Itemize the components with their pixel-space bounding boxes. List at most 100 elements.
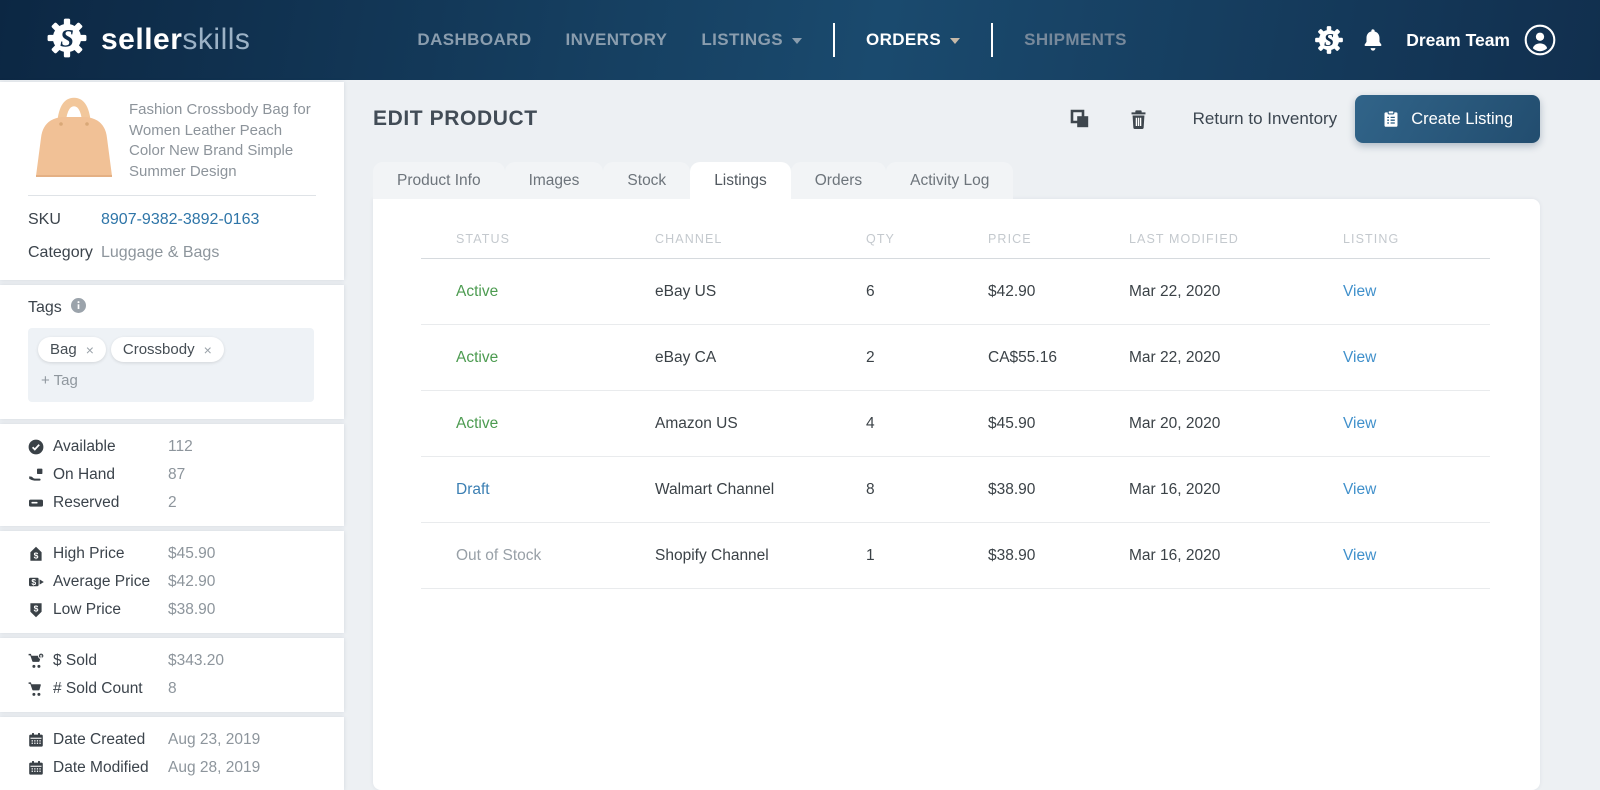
product-sidebar: Fashion Crossbody Bag for Women Leather …	[0, 80, 344, 790]
listings-table-header: STATUS CHANNEL QTY PRICE LAST MODIFIED L…	[421, 199, 1490, 259]
svg-text:S: S	[60, 25, 74, 52]
channel-cell: Amazon US	[655, 414, 738, 432]
listing-row: Draft Walmart Channel 8 $38.90 Mar 16, 2…	[421, 457, 1490, 523]
duplicate-product-button[interactable]	[1069, 108, 1091, 130]
view-listing-link[interactable]: View	[1343, 546, 1377, 564]
view-listing-link[interactable]: View	[1343, 480, 1377, 498]
hand-box-icon	[29, 468, 43, 481]
stat-row-dollars-sold: $ $ Sold $343.20	[28, 647, 316, 675]
stat-row-high-price: $ High Price $45.90	[28, 540, 316, 568]
tab-product-info[interactable]: Product Info	[373, 162, 505, 199]
listing-row: Out of Stock Shopify Channel 1 $38.90 Ma…	[421, 523, 1490, 589]
last-modified-cell: Mar 16, 2020	[1129, 480, 1221, 498]
tab-listings[interactable]: Listings	[690, 162, 791, 199]
svg-text:$: $	[40, 654, 43, 660]
tab-orders[interactable]: Orders	[790, 162, 887, 199]
divider	[28, 195, 316, 196]
tags-card: Tags Bag × Crossbody × + Tag	[0, 285, 344, 419]
last-modified-cell: Mar 22, 2020	[1129, 348, 1221, 366]
view-listing-link[interactable]: View	[1343, 282, 1377, 300]
svg-text:$: $	[34, 604, 39, 614]
stat-row-reserved: Reserved 2	[28, 489, 316, 517]
chevron-down-icon	[950, 38, 961, 44]
product-summary-card: Fashion Crossbody Bag for Women Leather …	[0, 82, 344, 280]
category-row: Category Luggage & Bags	[28, 229, 316, 262]
dates-card: Date Created Aug 23, 2019 Date Modified …	[0, 717, 344, 790]
price-cell: $38.90	[988, 480, 1036, 498]
pricing-stats-card: $ High Price $45.90 $ Average Price $42.…	[0, 531, 344, 633]
navbar-right-cluster: S Dream Team	[1314, 24, 1556, 56]
channel-cell: Shopify Channel	[655, 546, 769, 564]
price-cell: $42.90	[988, 282, 1036, 300]
column-header-price: PRICE	[988, 232, 1032, 246]
view-listing-link[interactable]: View	[1343, 414, 1377, 432]
price-average-icon: $	[29, 577, 44, 587]
top-navbar: S sellerskills DASHBOARD INVENTORY LISTI…	[0, 0, 1600, 80]
brand-logo[interactable]: S sellerskills	[46, 17, 250, 64]
tag-pill: Bag ×	[38, 337, 106, 362]
qty-cell: 6	[866, 282, 875, 300]
column-header-status: STATUS	[456, 232, 511, 246]
trash-icon	[1131, 109, 1146, 129]
remove-tag-icon[interactable]: ×	[203, 341, 212, 358]
tag-pill: Crossbody ×	[110, 337, 224, 362]
stat-row-date-created: Date Created Aug 23, 2019	[28, 726, 316, 754]
sku-value-link[interactable]: 8907-9382-3892-0163	[101, 211, 260, 228]
column-header-channel: CHANNEL	[655, 232, 723, 246]
last-modified-cell: Mar 20, 2020	[1129, 414, 1221, 432]
gear-dollar-icon[interactable]: S	[1314, 25, 1344, 55]
svg-text:$: $	[31, 577, 36, 587]
user-avatar[interactable]	[1524, 24, 1556, 56]
price-cell: $45.90	[988, 414, 1036, 432]
status-cell: Active	[456, 282, 499, 300]
nav-item-inventory[interactable]: INVENTORY	[565, 30, 668, 49]
channel-cell: eBay CA	[655, 348, 717, 366]
remove-tag-icon[interactable]: ×	[85, 341, 94, 358]
listing-row: Active eBay US 6 $42.90 Mar 22, 2020 Vie…	[421, 259, 1490, 325]
nav-item-dashboard[interactable]: DASHBOARD	[417, 30, 532, 49]
stat-row-low-price: $ Low Price $38.90	[28, 596, 316, 624]
tags-input-area[interactable]: Bag × Crossbody × + Tag	[28, 328, 314, 402]
product-title: Fashion Crossbody Bag for Women Leather …	[129, 101, 311, 180]
tag-text: Bag	[50, 341, 77, 358]
nav-item-orders[interactable]: ORDERS	[849, 30, 977, 50]
tab-images[interactable]: Images	[504, 162, 604, 199]
add-tag-button[interactable]: + Tag	[41, 372, 78, 389]
category-value: Luggage & Bags	[101, 244, 220, 261]
tab-stock[interactable]: Stock	[603, 162, 691, 199]
qty-cell: 1	[866, 546, 875, 564]
svg-text:S: S	[1324, 30, 1334, 50]
price-cell: $38.90	[988, 546, 1036, 564]
listing-row: Active Amazon US 4 $45.90 Mar 20, 2020 V…	[421, 391, 1490, 457]
nav-item-shipments[interactable]: SHIPMENTS	[1024, 30, 1127, 49]
product-tabs: Product Info Images Stock Listings Order…	[373, 162, 1540, 199]
tab-activity-log[interactable]: Activity Log	[886, 162, 1014, 199]
tag-text: Crossbody	[122, 341, 195, 358]
user-name[interactable]: Dream Team	[1406, 29, 1510, 50]
product-image[interactable]	[28, 95, 120, 181]
view-listing-link[interactable]: View	[1343, 348, 1377, 366]
tags-label: Tags	[28, 299, 62, 316]
sku-label: SKU	[28, 211, 61, 228]
stat-row-average-price: $ Average Price $42.90	[28, 568, 316, 596]
delete-product-button[interactable]	[1128, 109, 1149, 130]
nav-item-listings[interactable]: LISTINGS	[684, 30, 819, 50]
return-to-inventory-link[interactable]: Return to Inventory	[1192, 109, 1338, 128]
column-header-last-modified: LAST MODIFIED	[1129, 232, 1239, 246]
info-icon[interactable]	[70, 298, 86, 318]
nav-separator	[991, 23, 994, 57]
price-cell: CA$55.16	[988, 348, 1057, 366]
stat-row-available: Available 112	[28, 433, 316, 461]
sales-stats-card: $ $ Sold $343.20 # Sold Count 8	[0, 638, 344, 712]
cart-count-icon	[28, 682, 41, 696]
status-cell: Active	[456, 348, 499, 366]
listings-panel: STATUS CHANNEL QTY PRICE LAST MODIFIED L…	[373, 199, 1540, 790]
sku-row: SKU 8907-9382-3892-0163	[28, 196, 316, 229]
create-listing-button[interactable]: Create Listing	[1355, 95, 1540, 143]
price-down-icon: $	[30, 603, 42, 618]
clipboard-icon	[1384, 110, 1398, 127]
notifications-bell-icon[interactable]	[1360, 27, 1386, 53]
column-header-qty: QTY	[866, 232, 895, 246]
gear-s-logo-icon: S	[46, 17, 88, 64]
nav-separator	[832, 23, 835, 57]
